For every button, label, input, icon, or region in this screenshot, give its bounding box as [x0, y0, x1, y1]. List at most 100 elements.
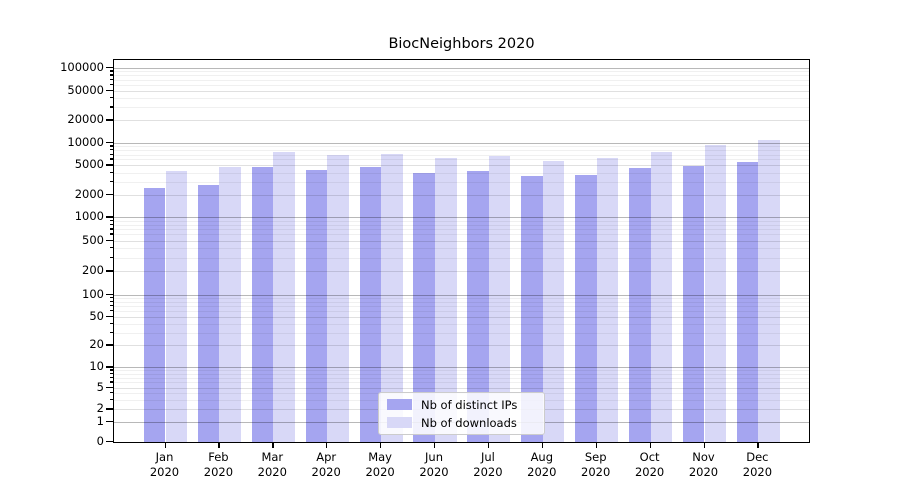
- x-axis-label: Sep 2020: [581, 450, 610, 480]
- x-axis-label: Feb 2020: [204, 450, 233, 480]
- x-tick: [218, 442, 220, 448]
- y-tick-label: 10: [89, 359, 104, 374]
- bar-distinct-ips: [413, 172, 435, 442]
- bar-distinct-ips: [467, 170, 489, 442]
- x-label-month: Dec: [746, 450, 769, 464]
- y-tick: [106, 270, 114, 272]
- y-tick: [106, 193, 114, 196]
- x-tick: [541, 442, 544, 448]
- bars-layer: [114, 60, 809, 442]
- x-label-year: 2020: [257, 465, 287, 479]
- x-axis-label: Jun 2020: [419, 450, 448, 480]
- bar-distinct-ips: [143, 187, 166, 442]
- legend-item-downloads: Nb of downloads: [387, 416, 536, 430]
- y-tick: [106, 386, 114, 388]
- bar-distinct-ips: [521, 176, 543, 442]
- x-label-year: 2020: [365, 465, 395, 479]
- x-label-month: Mar: [261, 450, 284, 464]
- bar-downloads: [650, 152, 673, 442]
- y-minor-tick: [110, 309, 114, 312]
- y-tick-label: 50: [89, 308, 104, 323]
- y-tick-label: 1000: [74, 209, 104, 224]
- y-tick-label: 100: [82, 286, 104, 301]
- x-label-month: Jan: [155, 450, 174, 464]
- y-tick-label: 200: [82, 263, 104, 278]
- x-label-month: Nov: [692, 450, 715, 464]
- x-label-month: Apr: [316, 450, 337, 464]
- x-tick: [703, 442, 705, 448]
- x-label-year: 2020: [473, 465, 503, 479]
- y-tick: [106, 344, 114, 346]
- x-tick: [649, 442, 651, 448]
- bar-downloads: [435, 158, 457, 442]
- plot-area: [113, 59, 810, 443]
- x-label-month: Jun: [425, 450, 443, 464]
- bar-distinct-ips: [629, 168, 651, 442]
- x-axis-label: May 2020: [365, 450, 394, 480]
- x-label-year: 2020: [688, 465, 719, 479]
- legend-item-distinct-ips: Nb of distinct IPs: [387, 398, 536, 412]
- y-minor-tick: [110, 300, 114, 303]
- y-tick-label: 50000: [67, 82, 104, 97]
- y-minor-tick: [110, 304, 114, 307]
- y-minor-tick: [110, 233, 114, 235]
- y-tick: [106, 293, 114, 295]
- y-minor-tick: [110, 96, 114, 99]
- y-minor-tick: [110, 381, 114, 383]
- y-tick-label: 0: [96, 434, 104, 448]
- y-tick: [106, 67, 114, 69]
- x-axis-label: Nov 2020: [689, 450, 718, 480]
- y-minor-tick: [110, 376, 114, 379]
- x-label-year: 2020: [419, 465, 449, 479]
- y-minor-tick: [110, 219, 114, 222]
- x-tick: [757, 442, 759, 448]
- x-label-year: 2020: [527, 465, 557, 479]
- x-label-year: 2020: [634, 465, 665, 479]
- bar-distinct-ips: [359, 166, 382, 442]
- bar-distinct-ips: [197, 185, 220, 442]
- y-minor-tick: [110, 369, 114, 371]
- y-minor-tick: [110, 158, 114, 160]
- y-tick: [106, 315, 114, 317]
- bar-downloads: [219, 167, 241, 442]
- x-axis-label: Jan 2020: [150, 450, 179, 480]
- x-label-year: 2020: [203, 465, 234, 479]
- y-tick: [106, 164, 114, 166]
- y-tick: [106, 142, 114, 144]
- y-tick-label: 20: [89, 337, 104, 352]
- y-minor-tick: [110, 228, 114, 230]
- bar-downloads: [381, 154, 403, 442]
- x-label-year: 2020: [311, 465, 341, 479]
- x-tick: [326, 442, 328, 448]
- x-tick: [487, 442, 490, 448]
- y-minor-tick: [110, 372, 114, 375]
- y-tick-label: 10000: [67, 135, 104, 149]
- y-tick: [106, 216, 114, 218]
- y-tick-label: 5: [96, 379, 104, 394]
- y-tick: [106, 366, 114, 368]
- y-minor-tick: [110, 297, 114, 299]
- legend-label-downloads: Nb of downloads: [421, 415, 517, 430]
- y-minor-tick: [110, 83, 114, 85]
- x-tick: [164, 442, 166, 448]
- y-tick: [106, 239, 114, 241]
- x-label-year: 2020: [581, 465, 611, 479]
- y-minor-tick: [110, 153, 114, 155]
- legend-swatch-distinct-ips: [387, 399, 412, 410]
- y-minor-tick: [110, 331, 114, 333]
- x-tick: [434, 442, 436, 448]
- y-tick-label: 1: [96, 413, 104, 428]
- y-minor-tick: [110, 322, 114, 324]
- y-tick: [106, 89, 114, 91]
- y-tick-label: 5000: [74, 157, 104, 172]
- bar-downloads: [327, 154, 349, 442]
- bar-downloads: [758, 139, 780, 442]
- x-label-month: May: [368, 450, 392, 464]
- y-tick: [106, 408, 114, 410]
- x-axis-label: Aug 2020: [527, 450, 556, 480]
- legend-swatch-downloads: [387, 417, 412, 428]
- y-minor-tick: [110, 149, 114, 151]
- x-label-year: 2020: [742, 465, 773, 479]
- y-tick-label: 100000: [60, 60, 104, 74]
- y-minor-tick: [110, 256, 114, 259]
